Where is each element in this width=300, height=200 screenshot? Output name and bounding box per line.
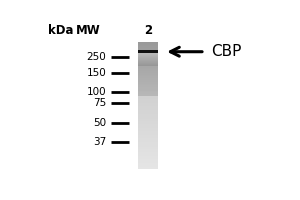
Text: 100: 100 [86,87,106,97]
Text: kDa: kDa [48,24,74,37]
Text: CBP: CBP [211,44,241,59]
Text: MW: MW [76,24,101,37]
Bar [138,50,158,53]
Text: 150: 150 [86,68,106,78]
Text: 2: 2 [144,24,152,37]
Text: 75: 75 [93,98,106,108]
Text: 250: 250 [86,52,106,62]
Text: 50: 50 [93,118,106,128]
Text: 37: 37 [93,137,106,147]
